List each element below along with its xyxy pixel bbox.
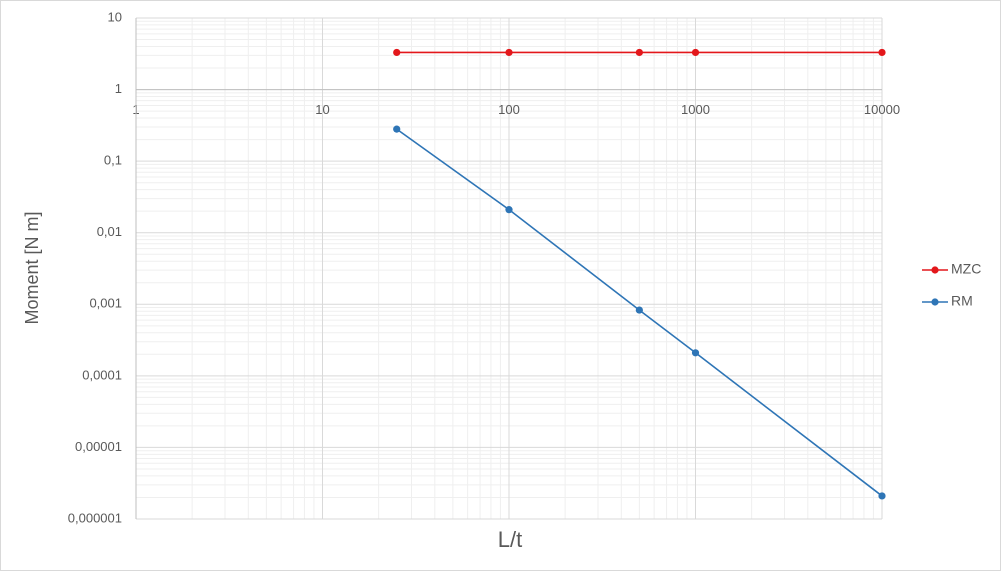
legend-marker: [931, 298, 939, 306]
data-point: [505, 48, 513, 57]
legend-label: RM: [951, 293, 973, 309]
x-tick-label: 1000: [681, 102, 710, 117]
y-axis-title: Moment [N m]: [22, 211, 42, 324]
y-tick-label: 10: [108, 9, 122, 24]
data-point: [691, 48, 700, 57]
y-tick-label: 0,001: [89, 296, 122, 311]
y-tick-label: 0,000001: [68, 510, 122, 525]
y-tick-label: 1: [115, 81, 122, 96]
data-point: [635, 48, 643, 57]
y-tick-label: 0,0001: [82, 367, 122, 382]
y-tick-label: 0,00001: [75, 439, 122, 454]
x-tick-label: 10000: [864, 102, 900, 117]
legend-label: MZC: [951, 261, 981, 277]
x-tick-label: 100: [498, 102, 520, 117]
legend-marker: [931, 266, 939, 274]
x-tick-label: 10: [315, 102, 329, 117]
data-point: [691, 349, 700, 357]
data-point: [393, 48, 401, 57]
data-point: [393, 125, 401, 133]
data-point: [505, 206, 513, 214]
y-tick-label: 0,1: [104, 153, 122, 168]
data-point: [635, 306, 643, 314]
x-axis-title: L/t: [498, 527, 522, 552]
y-tick-label: 0,01: [97, 224, 122, 239]
data-point: [878, 492, 886, 500]
data-point: [878, 48, 886, 57]
